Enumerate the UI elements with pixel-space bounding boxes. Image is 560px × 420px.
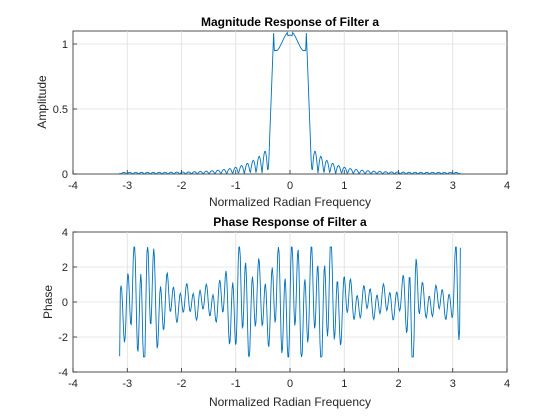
phase-x-tick-label: 1 bbox=[341, 378, 347, 390]
phase-chart-title: Phase Response of Filter a bbox=[213, 215, 367, 229]
phase-y-tick-label: -2 bbox=[58, 332, 68, 344]
phase-x-tick-label: 0 bbox=[287, 378, 293, 390]
phase-y-tick-label: 2 bbox=[62, 262, 68, 274]
phase-x-tick-label: -2 bbox=[177, 378, 187, 390]
phase-x-tick-label: 3 bbox=[450, 378, 456, 390]
magnitude-x-tick-label: -1 bbox=[231, 180, 241, 192]
phase-y-tick-label: 4 bbox=[62, 227, 68, 239]
magnitude-x-tick-label: -4 bbox=[68, 180, 78, 192]
magnitude-y-tick-label: 0 bbox=[62, 169, 68, 181]
phase-y-axis-label: Phase bbox=[41, 285, 55, 319]
magnitude-x-axis-label: Normalized Radian Frequency bbox=[209, 195, 371, 209]
magnitude-x-tick-label: 0 bbox=[287, 180, 293, 192]
magnitude-x-tick-label: 4 bbox=[504, 180, 510, 192]
phase-x-axis-label: Normalized Radian Frequency bbox=[209, 395, 371, 409]
magnitude-x-tick-label: 1 bbox=[341, 180, 347, 192]
phase-x-tick-label: 4 bbox=[504, 378, 510, 390]
magnitude-y-tick-label: 0.5 bbox=[53, 104, 68, 116]
magnitude-x-tick-label: -2 bbox=[177, 180, 187, 192]
magnitude-chart-title: Magnitude Response of Filter a bbox=[201, 15, 379, 29]
magnitude-y-axis-label: Amplitude bbox=[35, 75, 49, 129]
phase-x-tick-label: -1 bbox=[231, 378, 241, 390]
phase-x-tick-label: -4 bbox=[68, 378, 78, 390]
phase-y-tick-label: 0 bbox=[62, 297, 68, 309]
phase-x-tick-label: 2 bbox=[395, 378, 401, 390]
magnitude-x-tick-label: -3 bbox=[122, 180, 132, 192]
magnitude-x-tick-label: 2 bbox=[395, 180, 401, 192]
magnitude-x-tick-label: 3 bbox=[450, 180, 456, 192]
magnitude-y-tick-label: 1 bbox=[62, 39, 68, 51]
phase-x-tick-label: -3 bbox=[122, 378, 132, 390]
phase-y-tick-label: -4 bbox=[58, 367, 68, 379]
